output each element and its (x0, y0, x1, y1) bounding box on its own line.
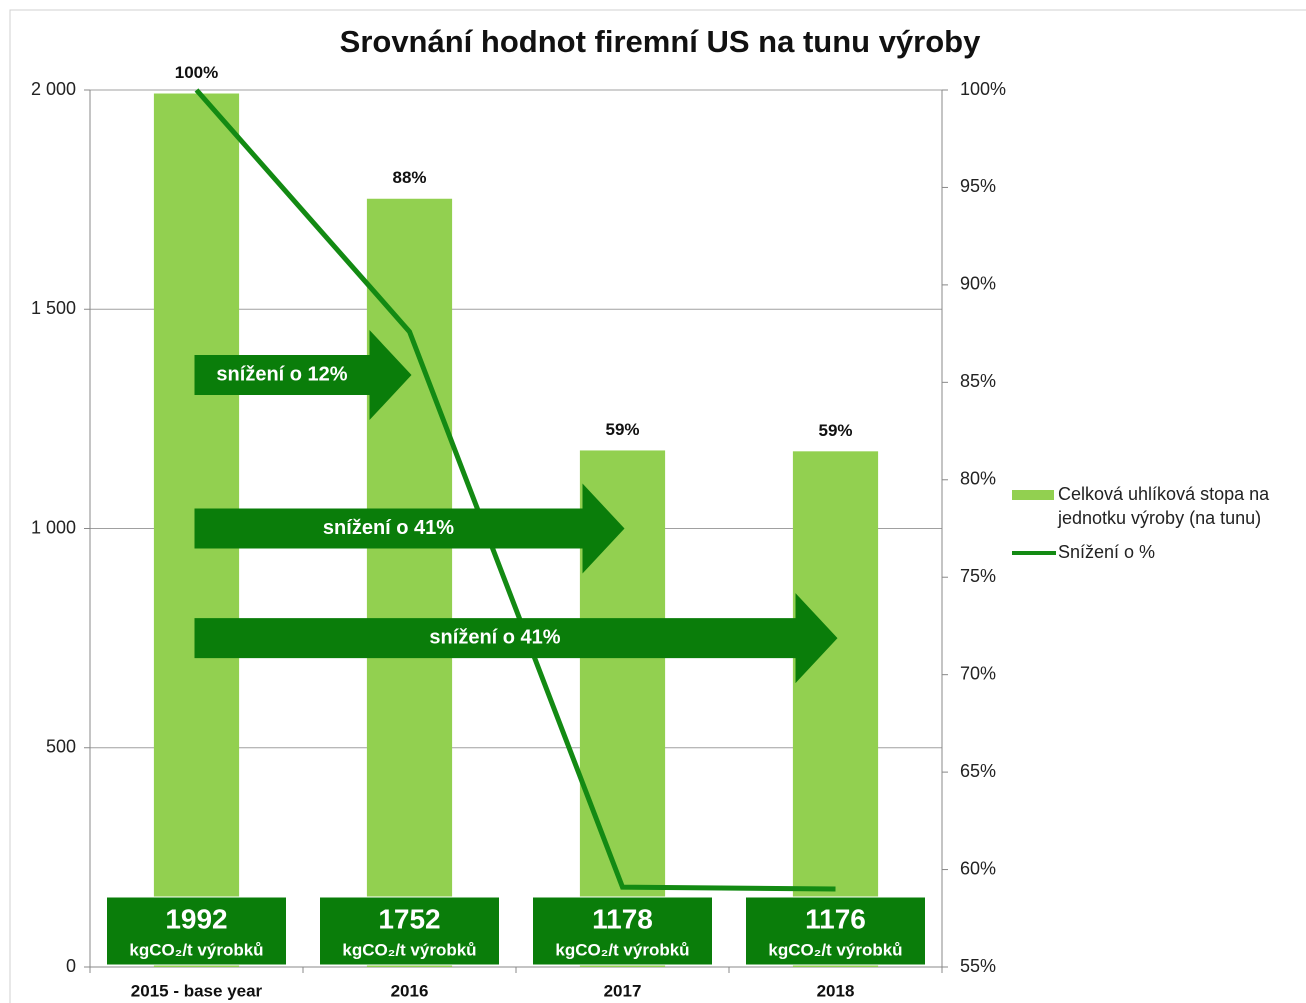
unit-label: kgCO₂/t výrobků (129, 940, 263, 959)
y2-tick-label: 100% (960, 79, 1006, 99)
legend-label: Celková uhlíková stopa na jednotku výrob… (1058, 484, 1270, 528)
value-box (319, 896, 500, 966)
y-tick-label: 0 (66, 956, 76, 976)
data-label: 59% (605, 420, 639, 439)
x-tick-label: 2016 (391, 981, 429, 1000)
arrow (194, 593, 838, 684)
value-box (106, 896, 287, 966)
y2-tick-label: 90% (960, 274, 996, 294)
arrow-label: snížení o 41% (323, 517, 454, 539)
y2-tick-label: 85% (960, 371, 996, 391)
line (194, 88, 836, 892)
value-label: 1752 (378, 903, 440, 934)
y-tick-label: 1 000 (31, 517, 76, 537)
value-box (532, 896, 713, 966)
value-label: 1992 (165, 903, 227, 934)
bar (366, 198, 453, 968)
y2-tick-label: 60% (960, 858, 996, 878)
value-label: 1176 (805, 903, 866, 934)
legend-item: Celková uhlíková stopa na jednotku výrob… (1012, 482, 1304, 530)
arrow (194, 483, 625, 574)
unit-label: kgCO₂/t výrobků (768, 940, 902, 959)
arrow (194, 330, 412, 421)
y2-tick-label: 70% (960, 663, 996, 683)
data-label: 59% (818, 421, 852, 440)
arrow-label: snížení o 41% (429, 626, 560, 648)
legend: Celková uhlíková stopa na jednotku výrob… (1012, 482, 1304, 574)
arrow-label: snížení o 12% (216, 363, 347, 385)
legend-label: Snížení o % (1058, 542, 1156, 562)
y-tick-label: 500 (46, 737, 76, 757)
data-label: 88% (392, 168, 426, 187)
data-label: 100% (175, 63, 218, 82)
x-tick-label: 2017 (604, 981, 642, 1000)
chart-title: Srovnání hodnot firemní US na tunu výrob… (340, 24, 981, 59)
value-box (745, 896, 926, 966)
legend-swatch (1012, 551, 1056, 555)
bar (792, 451, 879, 968)
y2-tick-label: 95% (960, 176, 996, 196)
unit-label: kgCO₂/t výrobků (342, 940, 476, 959)
y2-tick-label: 55% (960, 956, 996, 976)
legend-swatch (1012, 490, 1054, 500)
unit-label: kgCO₂/t výrobků (555, 940, 689, 959)
y-tick-label: 1 500 (31, 298, 76, 318)
y2-tick-label: 80% (960, 469, 996, 489)
value-label: 1178 (592, 903, 653, 934)
x-tick-label: 2015 - base year (131, 981, 263, 1000)
x-tick-label: 2018 (817, 981, 855, 1000)
legend-item: Snížení o % (1012, 540, 1304, 564)
y2-tick-label: 65% (960, 761, 996, 781)
y2-tick-label: 75% (960, 566, 996, 586)
y-tick-label: 2 000 (31, 79, 76, 99)
